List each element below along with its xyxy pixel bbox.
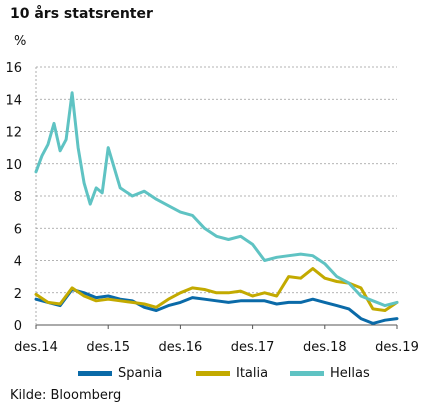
grid-lines [35,66,397,326]
x-tick-labels: des.14 des.15 des.16 des.17 des.18 des.19 [14,325,419,355]
series-line-spania [34,288,399,325]
y-tick-label: 14 [5,93,22,108]
y-tick-label: 0 [14,319,22,334]
y-tick-label: 16 [5,61,22,76]
y-tick-label: 12 [5,126,22,141]
legend-label-italia: Italia [236,366,269,381]
legend: Spania Italia Hellas [78,366,408,386]
y-tick-label: 8 [14,190,22,205]
x-tick-label: des.16 [159,340,203,355]
x-tick-label: des.19 [375,340,419,355]
source-note: Kilde: Bloomberg [10,388,122,403]
x-tick-label: des.17 [231,340,275,355]
y-tick-label: 4 [14,255,22,270]
series-line-hellas [34,91,399,308]
legend-swatch-italia [196,371,230,376]
legend-label-spania: Spania [118,366,163,381]
y-tick-label: 6 [14,222,22,237]
legend-label-hellas: Hellas [330,366,370,381]
series-line-italia [34,267,399,312]
y-tick-label: 10 [5,158,22,173]
y-axis-unit: % [14,34,27,49]
x-tick-label: des.15 [86,340,130,355]
x-tick-label: des.14 [14,340,58,355]
legend-item-spania: Spania [78,366,162,381]
chart-title: 10 års statsrenter [10,6,153,22]
legend-item-hellas: Hellas [290,366,370,381]
x-tick-label: des.18 [303,340,347,355]
legend-item-italia: Italia [196,366,268,381]
y-tick-labels: 0 2 4 6 8 10 12 14 16 [5,61,22,334]
legend-swatch-spania [78,371,112,376]
legend-swatch-hellas [290,371,324,376]
series-lines [34,91,399,325]
y-tick-label: 2 [14,287,22,302]
